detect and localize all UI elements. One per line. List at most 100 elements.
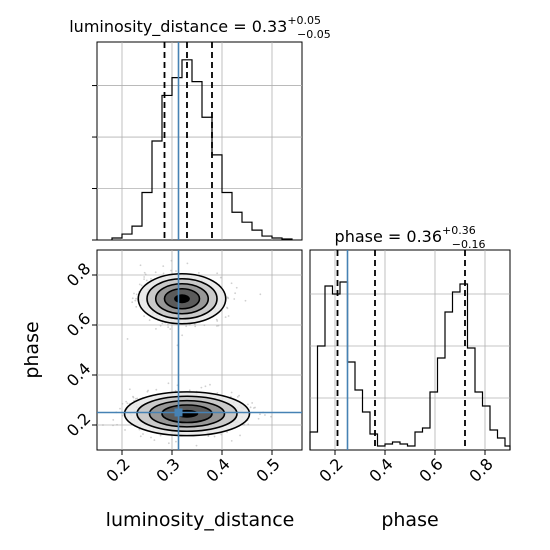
sample-point (249, 406, 252, 409)
sample-point (181, 334, 184, 337)
sample-point (140, 284, 143, 287)
sample-point (264, 414, 266, 416)
sample-point (126, 338, 129, 340)
sample-point (126, 402, 129, 405)
sample-point (128, 388, 131, 391)
sample-point (186, 262, 189, 265)
x-tick-label: 0.2 (102, 454, 133, 485)
sample-point (227, 315, 230, 317)
sample-point (226, 431, 229, 434)
phase-quantile-lines (336, 250, 466, 450)
panel-ld-marginal: luminosity_distance = 0.33+0.05 −0.05 (69, 14, 331, 241)
sample-point (162, 272, 165, 275)
sample-point (213, 435, 216, 438)
panel-2d-grid (97, 250, 302, 450)
ld-quantile-lines (163, 42, 213, 240)
panel-2d-truth (97, 250, 302, 450)
y-axis-label-phase: phase (21, 321, 43, 378)
sample-point (143, 315, 145, 317)
sample-point (139, 264, 142, 267)
density-core (174, 294, 190, 304)
phase-title-value: 0.36 (406, 227, 442, 246)
panel-ld-grid (97, 42, 302, 240)
sample-point (188, 389, 191, 392)
sample-point (167, 442, 170, 445)
y-tick-label: 0.4 (63, 359, 94, 390)
x-axis-label-phase: phase (381, 509, 438, 531)
sample-point (230, 391, 233, 394)
sample-point (161, 322, 164, 325)
panel-phase-marginal: 0.2 0.4 0.6 0.8 phase = 0.36+0.36 −0.16 phas… (309, 224, 511, 531)
sample-point (235, 286, 238, 289)
phase-x-ticks: 0.2 0.4 0.6 0.8 (315, 450, 497, 486)
sample-point (124, 429, 126, 431)
sample-point (143, 271, 146, 274)
contour-line (136, 395, 238, 433)
sample-point (236, 396, 239, 398)
sample-point (230, 439, 233, 442)
x-tick-label: 0.6 (415, 454, 446, 485)
sample-point (259, 413, 261, 416)
ld-title-parameter: luminosity_distance (69, 17, 228, 37)
sample-point (116, 423, 118, 426)
sample-point (230, 282, 233, 285)
sample-point (174, 389, 177, 392)
sample-point (175, 270, 177, 272)
sample-point (185, 325, 188, 328)
contour-line (163, 287, 201, 310)
sample-point (193, 323, 196, 326)
sample-point (112, 424, 114, 427)
ld-histogram-step (111, 59, 293, 240)
sample-point (143, 276, 146, 278)
sample-point (134, 397, 137, 400)
sample-point (121, 402, 124, 405)
contour-line (137, 272, 227, 325)
sample-point (144, 273, 147, 276)
sample-point (243, 423, 245, 426)
y-tick-label: 0.6 (63, 309, 94, 340)
sample-point (224, 316, 227, 319)
truth-marker (174, 408, 183, 417)
sample-point (162, 265, 165, 268)
sample-point (112, 419, 115, 421)
sample-point (209, 383, 211, 386)
sample-point (132, 396, 135, 399)
sample-point (226, 307, 229, 310)
sample-point (119, 407, 121, 410)
x-tick-label: 0.4 (202, 454, 233, 485)
sample-point (159, 324, 162, 327)
sample-point (220, 433, 223, 436)
sample-point (136, 397, 139, 400)
sample-point (133, 292, 135, 295)
sample-point (251, 402, 254, 404)
sample-point (131, 301, 134, 304)
sample-point (270, 415, 272, 418)
sample-point (233, 298, 236, 300)
sample-point (247, 423, 250, 426)
sample-point (215, 318, 218, 321)
panel-2d-x-ticks: 0.2 0.3 0.4 0.5 (102, 450, 284, 486)
ld-title-err-minus: −0.05 (297, 28, 331, 41)
sample-point (238, 394, 240, 397)
panel-2d-y-ticks: 0.2 0.4 0.6 0.8 (63, 259, 97, 440)
x-tick-label: 0.5 (252, 454, 283, 485)
sample-point (200, 386, 203, 389)
sample-point (167, 323, 169, 326)
ld-title: luminosity_distance = 0.33+0.05 −0.05 (69, 14, 331, 41)
sample-point (102, 424, 104, 426)
x-axis-label-luminosity-distance: luminosity_distance (106, 509, 295, 531)
contour-line (161, 404, 213, 424)
sample-point (135, 297, 137, 300)
sample-point (145, 279, 148, 282)
phase-title-err-plus: +0.36 (442, 224, 476, 237)
sample-point (204, 385, 207, 388)
panel-ld-frame (96, 41, 303, 241)
x-tick-label: 0.8 (465, 454, 496, 485)
sample-point (125, 400, 128, 403)
sample-point (134, 299, 137, 302)
sample-point (135, 293, 138, 296)
phase-title: phase = 0.36+0.36 −0.16 (335, 224, 486, 251)
sample-point (167, 382, 170, 385)
sample-point (175, 440, 177, 443)
